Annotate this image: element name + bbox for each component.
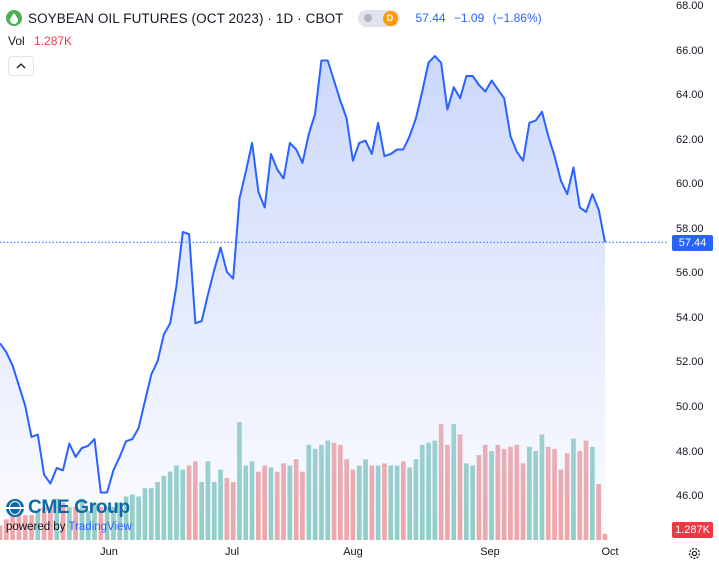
- volume-legend: Vol 1.287K: [8, 34, 72, 48]
- price-tick-label: 54.00: [676, 311, 704, 324]
- price-tick-label: 50.00: [676, 400, 704, 413]
- time-tick-label: Jun: [100, 546, 118, 558]
- price-change-info: 57.44 −1.09 (−1.86%): [416, 11, 547, 25]
- chart-legend: SOYBEAN OIL FUTURES (OCT 2023) · 1D · CB…: [6, 8, 547, 28]
- price-change: −1.09: [453, 11, 485, 25]
- globe-icon: [6, 499, 24, 517]
- last-price: 57.44: [415, 11, 446, 25]
- time-tick-label: Aug: [343, 546, 363, 558]
- cme-tradingview-watermark[interactable]: CME Group powered by TradingView: [6, 497, 132, 533]
- price-tick-label: 46.00: [676, 490, 704, 502]
- price-tick-label: 48.00: [676, 445, 704, 458]
- gear-icon: [688, 547, 700, 559]
- powered-by: powered by TradingView: [6, 521, 132, 533]
- price-tick-label: 68.00: [676, 0, 704, 12]
- volume-tag: 1.287K: [672, 522, 713, 538]
- droplet-icon: [6, 10, 22, 26]
- price-tick-label: 66.00: [676, 44, 704, 57]
- price-tick-label: 56.00: [676, 267, 704, 280]
- price-tick-label: 58.00: [676, 222, 704, 235]
- price-tick-label: 64.00: [676, 89, 704, 102]
- market-closed-dot-icon: [363, 14, 372, 22]
- delayed-data-icon: D: [382, 10, 398, 26]
- symbol-title[interactable]: SOYBEAN OIL FUTURES (OCT 2023) · 1D · CB…: [28, 10, 344, 26]
- collapse-legend-button[interactable]: [8, 56, 34, 76]
- price-tick-label: 62.00: [676, 133, 704, 146]
- last-price-tag: 57.44: [672, 235, 713, 251]
- time-tick-label: Oct: [601, 546, 619, 558]
- settings-button[interactable]: [686, 545, 702, 561]
- price-tick-label: 52.00: [676, 356, 704, 369]
- price-tick-label: 60.00: [676, 178, 704, 191]
- market-status-badge[interactable]: D: [357, 9, 400, 27]
- cme-brand: CME Group: [28, 497, 130, 518]
- price-area: [0, 56, 605, 540]
- volume-value: 1.287K: [34, 34, 73, 48]
- volume-label: Vol: [8, 34, 25, 48]
- cme-group-logo: CME Group: [6, 497, 132, 519]
- chevron-up-icon: [16, 63, 26, 69]
- time-tick-label: Sep: [480, 546, 500, 558]
- time-tick-label: Jul: [224, 546, 240, 558]
- price-change-percent: (−1.86%): [492, 11, 542, 25]
- price-line: [0, 55, 606, 494]
